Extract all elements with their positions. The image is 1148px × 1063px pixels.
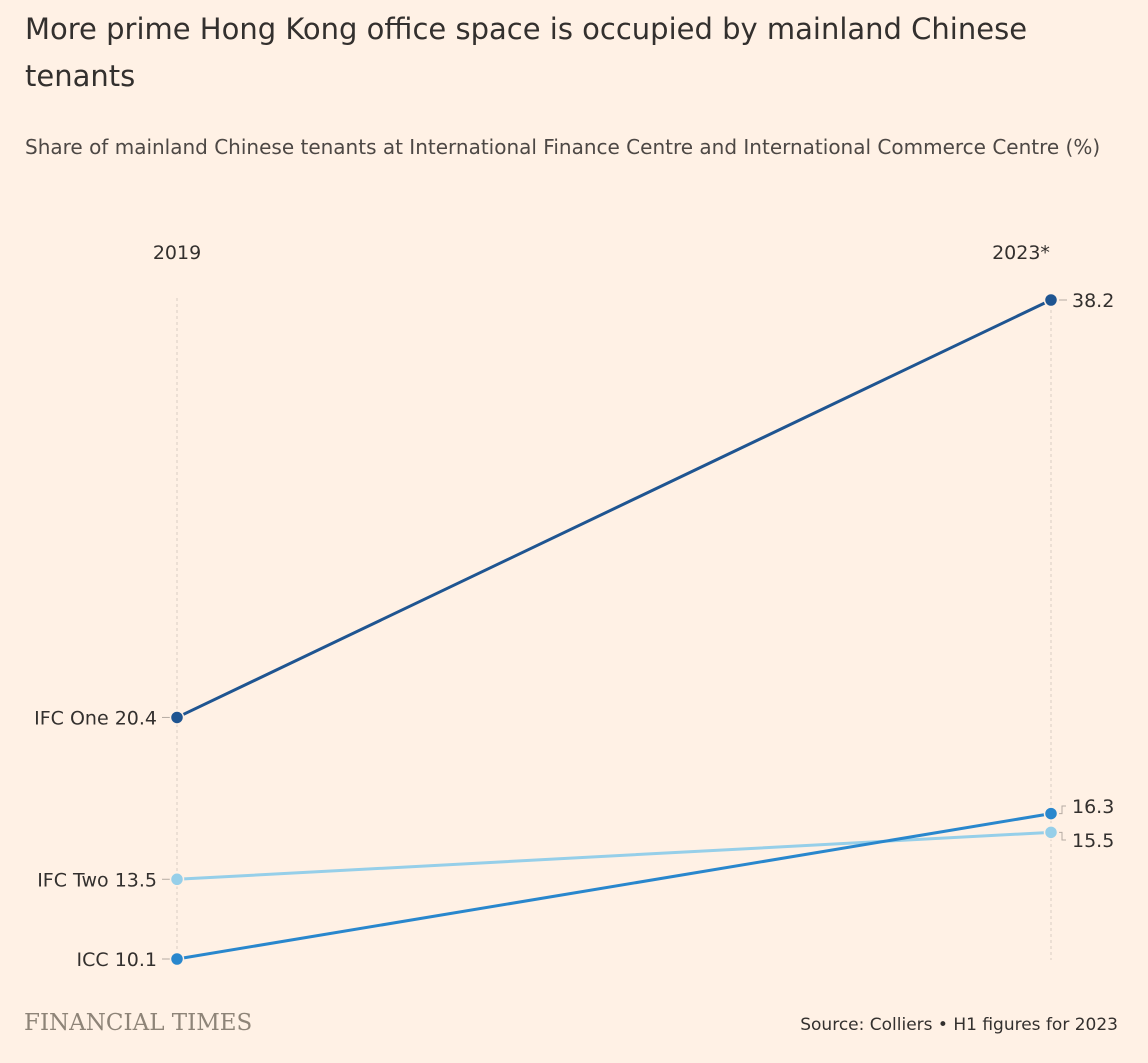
chart-subtitle: Share of mainland Chinese tenants at Int… xyxy=(25,135,1101,159)
right-tick-ifc-two xyxy=(1059,831,1066,841)
series-line-icc xyxy=(175,812,1053,961)
right-label-icc: 16.3 xyxy=(1072,796,1114,818)
x-label-2023: 2023* xyxy=(992,242,1050,264)
chart-title: More prime Hong Kong office space is occ… xyxy=(25,12,1028,93)
right-label-ifc-two: 15.5 xyxy=(1072,830,1114,852)
left-label-icc: ICC 10.1 xyxy=(77,949,157,971)
series-line-ifc-one xyxy=(175,298,1053,719)
source-note: Source: Colliers • H1 figures for 2023 xyxy=(800,1015,1118,1035)
point-ifc-one-start xyxy=(169,710,185,725)
point-ifc-one-end xyxy=(1043,292,1059,308)
ft-logo: FINANCIAL TIMES xyxy=(24,1010,253,1036)
left-label-ifc-two: IFC Two 13.5 xyxy=(37,869,157,891)
slope-chart: 2019 2023* IFC One 20.4 38.2 IFC Two 13.5 1… xyxy=(34,242,1114,971)
series-line-ifc-two xyxy=(175,830,1053,881)
series-layer: IFC One 20.4 38.2 IFC Two 13.5 15.5 ICC 10.1… xyxy=(34,290,1114,971)
right-label-ifc-one: 38.2 xyxy=(1072,290,1114,312)
right-tick-icc xyxy=(1059,805,1066,815)
point-ifc-two-start xyxy=(169,872,185,887)
point-icc-end xyxy=(1043,806,1059,821)
left-label-ifc-one: IFC One 20.4 xyxy=(34,707,157,729)
point-icc-start xyxy=(169,951,185,967)
x-label-2019: 2019 xyxy=(153,242,201,264)
point-ifc-two-end xyxy=(1043,825,1059,840)
